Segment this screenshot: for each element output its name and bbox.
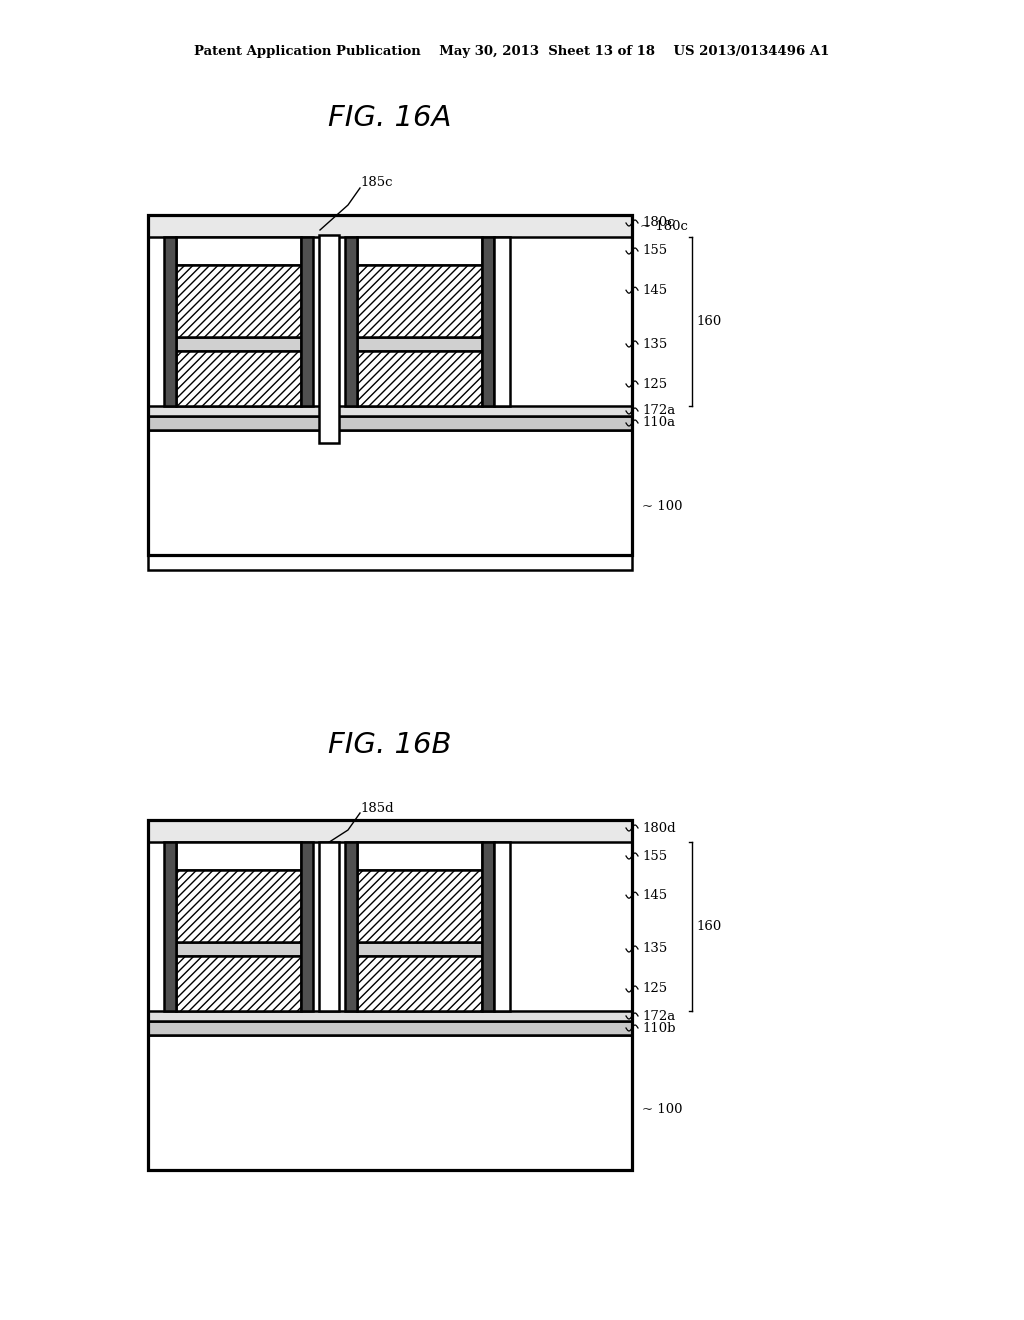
Text: 135: 135 (642, 942, 668, 956)
Text: 155: 155 (642, 850, 667, 862)
Bar (176, 351, 301, 407)
Bar (357, 351, 482, 407)
Bar (164, 842, 176, 1011)
Text: FIG. 16B: FIG. 16B (329, 731, 452, 759)
Text: 185d: 185d (360, 801, 393, 814)
Bar (148, 1011, 632, 1020)
Bar (357, 942, 482, 956)
Bar (176, 870, 301, 942)
Bar (176, 265, 301, 337)
Text: 155: 155 (642, 244, 667, 257)
Text: 145: 145 (642, 888, 667, 902)
Bar (148, 1020, 632, 1035)
Bar (319, 842, 339, 1011)
Bar (176, 842, 301, 870)
Text: 160: 160 (696, 315, 721, 327)
Bar (482, 842, 494, 1011)
Bar (176, 942, 301, 956)
Bar (148, 820, 632, 1170)
Text: Patent Application Publication    May 30, 2013  Sheet 13 of 18    US 2013/013449: Patent Application Publication May 30, 2… (195, 45, 829, 58)
Bar (176, 238, 301, 265)
Text: 125: 125 (642, 982, 667, 995)
Bar (345, 238, 357, 407)
Bar (319, 235, 339, 444)
Bar (148, 820, 632, 842)
Text: 110b: 110b (642, 1022, 676, 1035)
Bar (357, 870, 482, 942)
Bar (301, 842, 313, 1011)
Text: ~ 180c: ~ 180c (640, 219, 688, 232)
Bar (357, 238, 482, 265)
Bar (176, 956, 301, 1011)
Bar (164, 238, 176, 407)
Bar (148, 416, 632, 430)
Text: 185c: 185c (360, 177, 392, 190)
Bar (357, 956, 482, 1011)
Text: 160: 160 (696, 920, 721, 933)
Bar (148, 1035, 632, 1170)
Bar (148, 407, 632, 416)
Bar (494, 842, 510, 1011)
Text: 110a: 110a (642, 417, 675, 429)
Bar (482, 238, 494, 407)
Text: 180d: 180d (642, 821, 676, 834)
Text: FIG. 16A: FIG. 16A (329, 104, 452, 132)
Bar (301, 238, 313, 407)
Bar (148, 430, 632, 570)
Text: ~ 100: ~ 100 (642, 500, 683, 513)
Text: 172a: 172a (642, 404, 675, 417)
Text: 145: 145 (642, 284, 667, 297)
Text: ~ 100: ~ 100 (642, 1102, 683, 1115)
Bar (345, 842, 357, 1011)
Bar (357, 265, 482, 337)
Bar (148, 215, 632, 554)
Bar (357, 842, 482, 870)
Bar (357, 337, 482, 351)
Bar (176, 337, 301, 351)
Bar (148, 215, 632, 238)
Bar (494, 238, 510, 407)
Text: 180c: 180c (642, 216, 675, 230)
Text: 135: 135 (642, 338, 668, 351)
Text: 172a: 172a (642, 1010, 675, 1023)
Text: 125: 125 (642, 378, 667, 391)
